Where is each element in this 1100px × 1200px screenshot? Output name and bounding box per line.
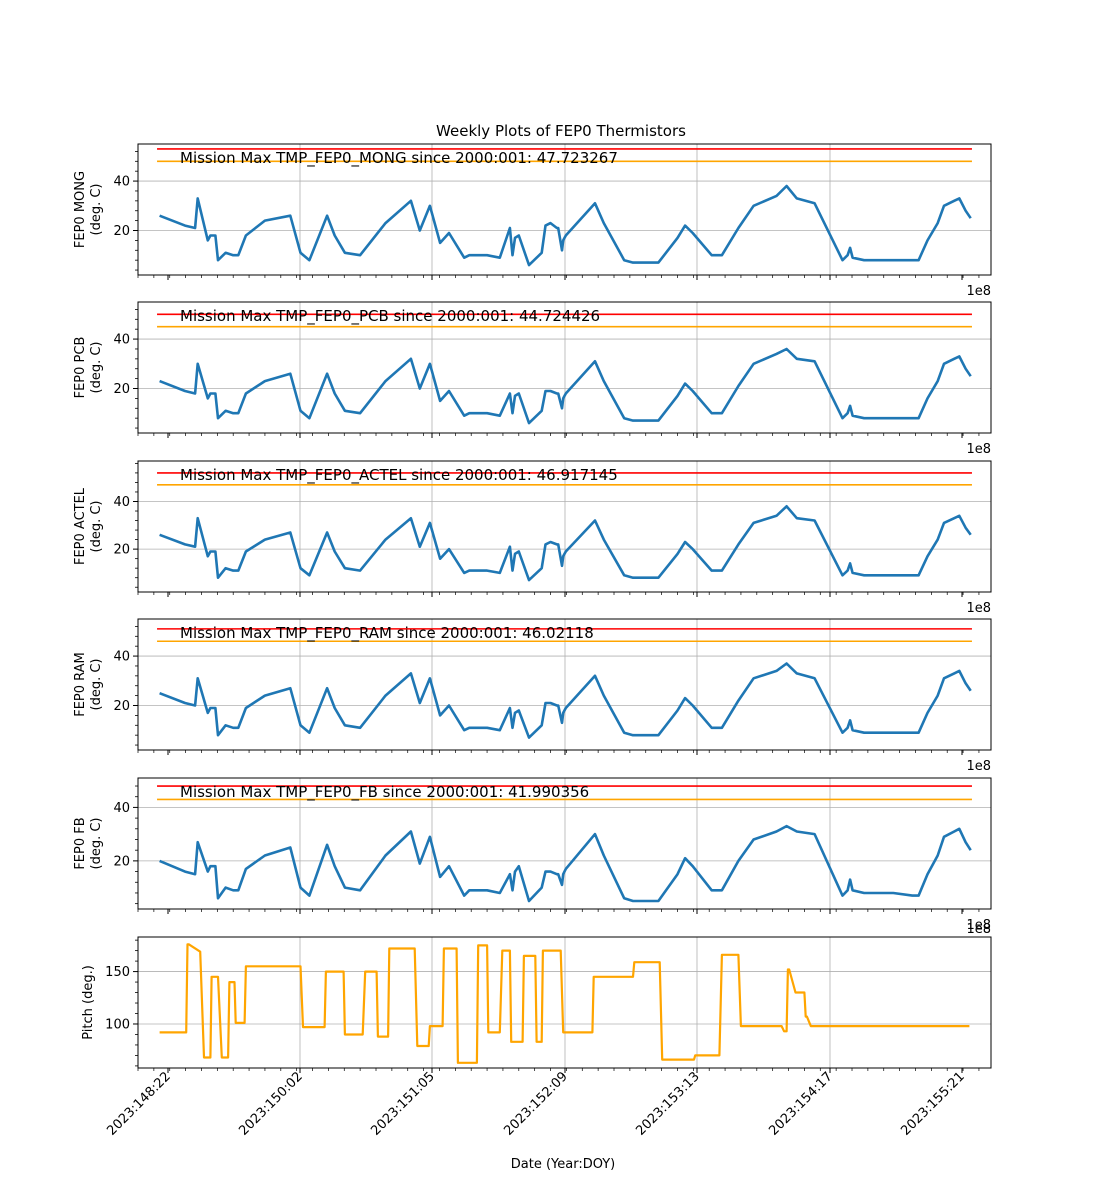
x-axis-label: Date (Year:DOY) (511, 1157, 616, 1172)
y-tick-label: 100 (105, 1017, 130, 1032)
y-axis-label-line: FEP0 MONG (73, 171, 88, 248)
x-offset-label: 1e8 (966, 284, 991, 299)
y-tick-label: 20 (113, 382, 130, 397)
mission-max-annotation: Mission Max TMP_FEP0_ACTEL since 2000:00… (180, 466, 618, 485)
y-tick-label: 20 (113, 699, 130, 714)
subplot-3: Mission Max TMP_FEP0_ACTEL since 2000:00… (73, 460, 992, 616)
y-axis-label-line: (deg. C) (89, 184, 104, 236)
y-axis-label: FEP0 PCB(deg. C) (73, 337, 104, 399)
x-offset-label: 1e8 (966, 918, 991, 933)
y-axis-label-line: FEP0 RAM (73, 652, 88, 717)
y-tick-label: 150 (105, 965, 130, 980)
y-axis-label-line: Pitch (deg.) (81, 965, 96, 1040)
y-axis-label-line: (deg. C) (89, 342, 104, 394)
temperature-series-line (159, 824, 972, 903)
mission-max-annotation: Mission Max TMP_FEP0_PCB since 2000:001:… (180, 307, 600, 326)
mission-max-annotation: Mission Max TMP_FEP0_FB since 2000:001: … (180, 783, 589, 802)
y-tick-label: 40 (113, 801, 130, 816)
pitch-series-line (159, 943, 970, 1064)
y-axis-label-line: (deg. C) (89, 501, 104, 553)
subplot-5: Mission Max TMP_FEP0_FB since 2000:001: … (73, 777, 992, 933)
temperature-series-line (159, 662, 972, 739)
subplot-6: 100 150 1e8 Pitch (deg.) (81, 922, 992, 1073)
subplot-4: Mission Max TMP_FEP0_RAM since 2000:001:… (73, 618, 992, 774)
y-tick-label: 40 (113, 175, 130, 190)
y-tick-label: 20 (113, 224, 130, 239)
y-tick-label: 20 (113, 543, 130, 558)
temperature-series-line (159, 184, 972, 267)
x-offset-label: 1e8 (966, 442, 991, 457)
y-axis-label-line: FEP0 PCB (73, 337, 88, 399)
y-tick-label: 20 (113, 854, 130, 869)
y-axis-label: FEP0 MONG(deg. C) (73, 171, 104, 248)
y-tick-label: 40 (113, 650, 130, 665)
y-axis-label: FEP0 FB(deg. C) (73, 817, 104, 869)
y-axis-label-line: FEP0 ACTEL (73, 487, 88, 565)
subplot-2: Mission Max TMP_FEP0_PCB since 2000:001:… (73, 301, 992, 457)
mission-max-annotation: Mission Max TMP_FEP0_RAM since 2000:001:… (180, 624, 594, 643)
temperature-series-line (159, 347, 972, 425)
y-axis-label-line: (deg. C) (89, 818, 104, 870)
y-tick-label: 40 (113, 495, 130, 510)
y-axis-label: FEP0 ACTEL(deg. C) (73, 487, 104, 565)
chart-title: Weekly Plots of FEP0 Thermistors (436, 122, 686, 140)
y-axis-label-line: FEP0 FB (73, 817, 88, 869)
subplot-1: Mission Max TMP_FEP0_MONG since 2000:001… (73, 143, 992, 299)
subplots: Mission Max TMP_FEP0_MONG since 2000:001… (73, 143, 992, 1073)
x-offset-label: 1e8 (966, 759, 991, 774)
x-offset-label: 1e8 (966, 601, 991, 616)
y-axis-label: Pitch (deg.) (81, 965, 96, 1040)
x-offset-label: 1e8 (966, 922, 991, 937)
y-tick-label: 40 (113, 333, 130, 348)
y-axis-label: FEP0 RAM(deg. C) (73, 652, 104, 717)
temperature-series-line (159, 504, 972, 582)
y-axis-label-line: (deg. C) (89, 659, 104, 711)
mission-max-annotation: Mission Max TMP_FEP0_MONG since 2000:001… (180, 149, 618, 168)
